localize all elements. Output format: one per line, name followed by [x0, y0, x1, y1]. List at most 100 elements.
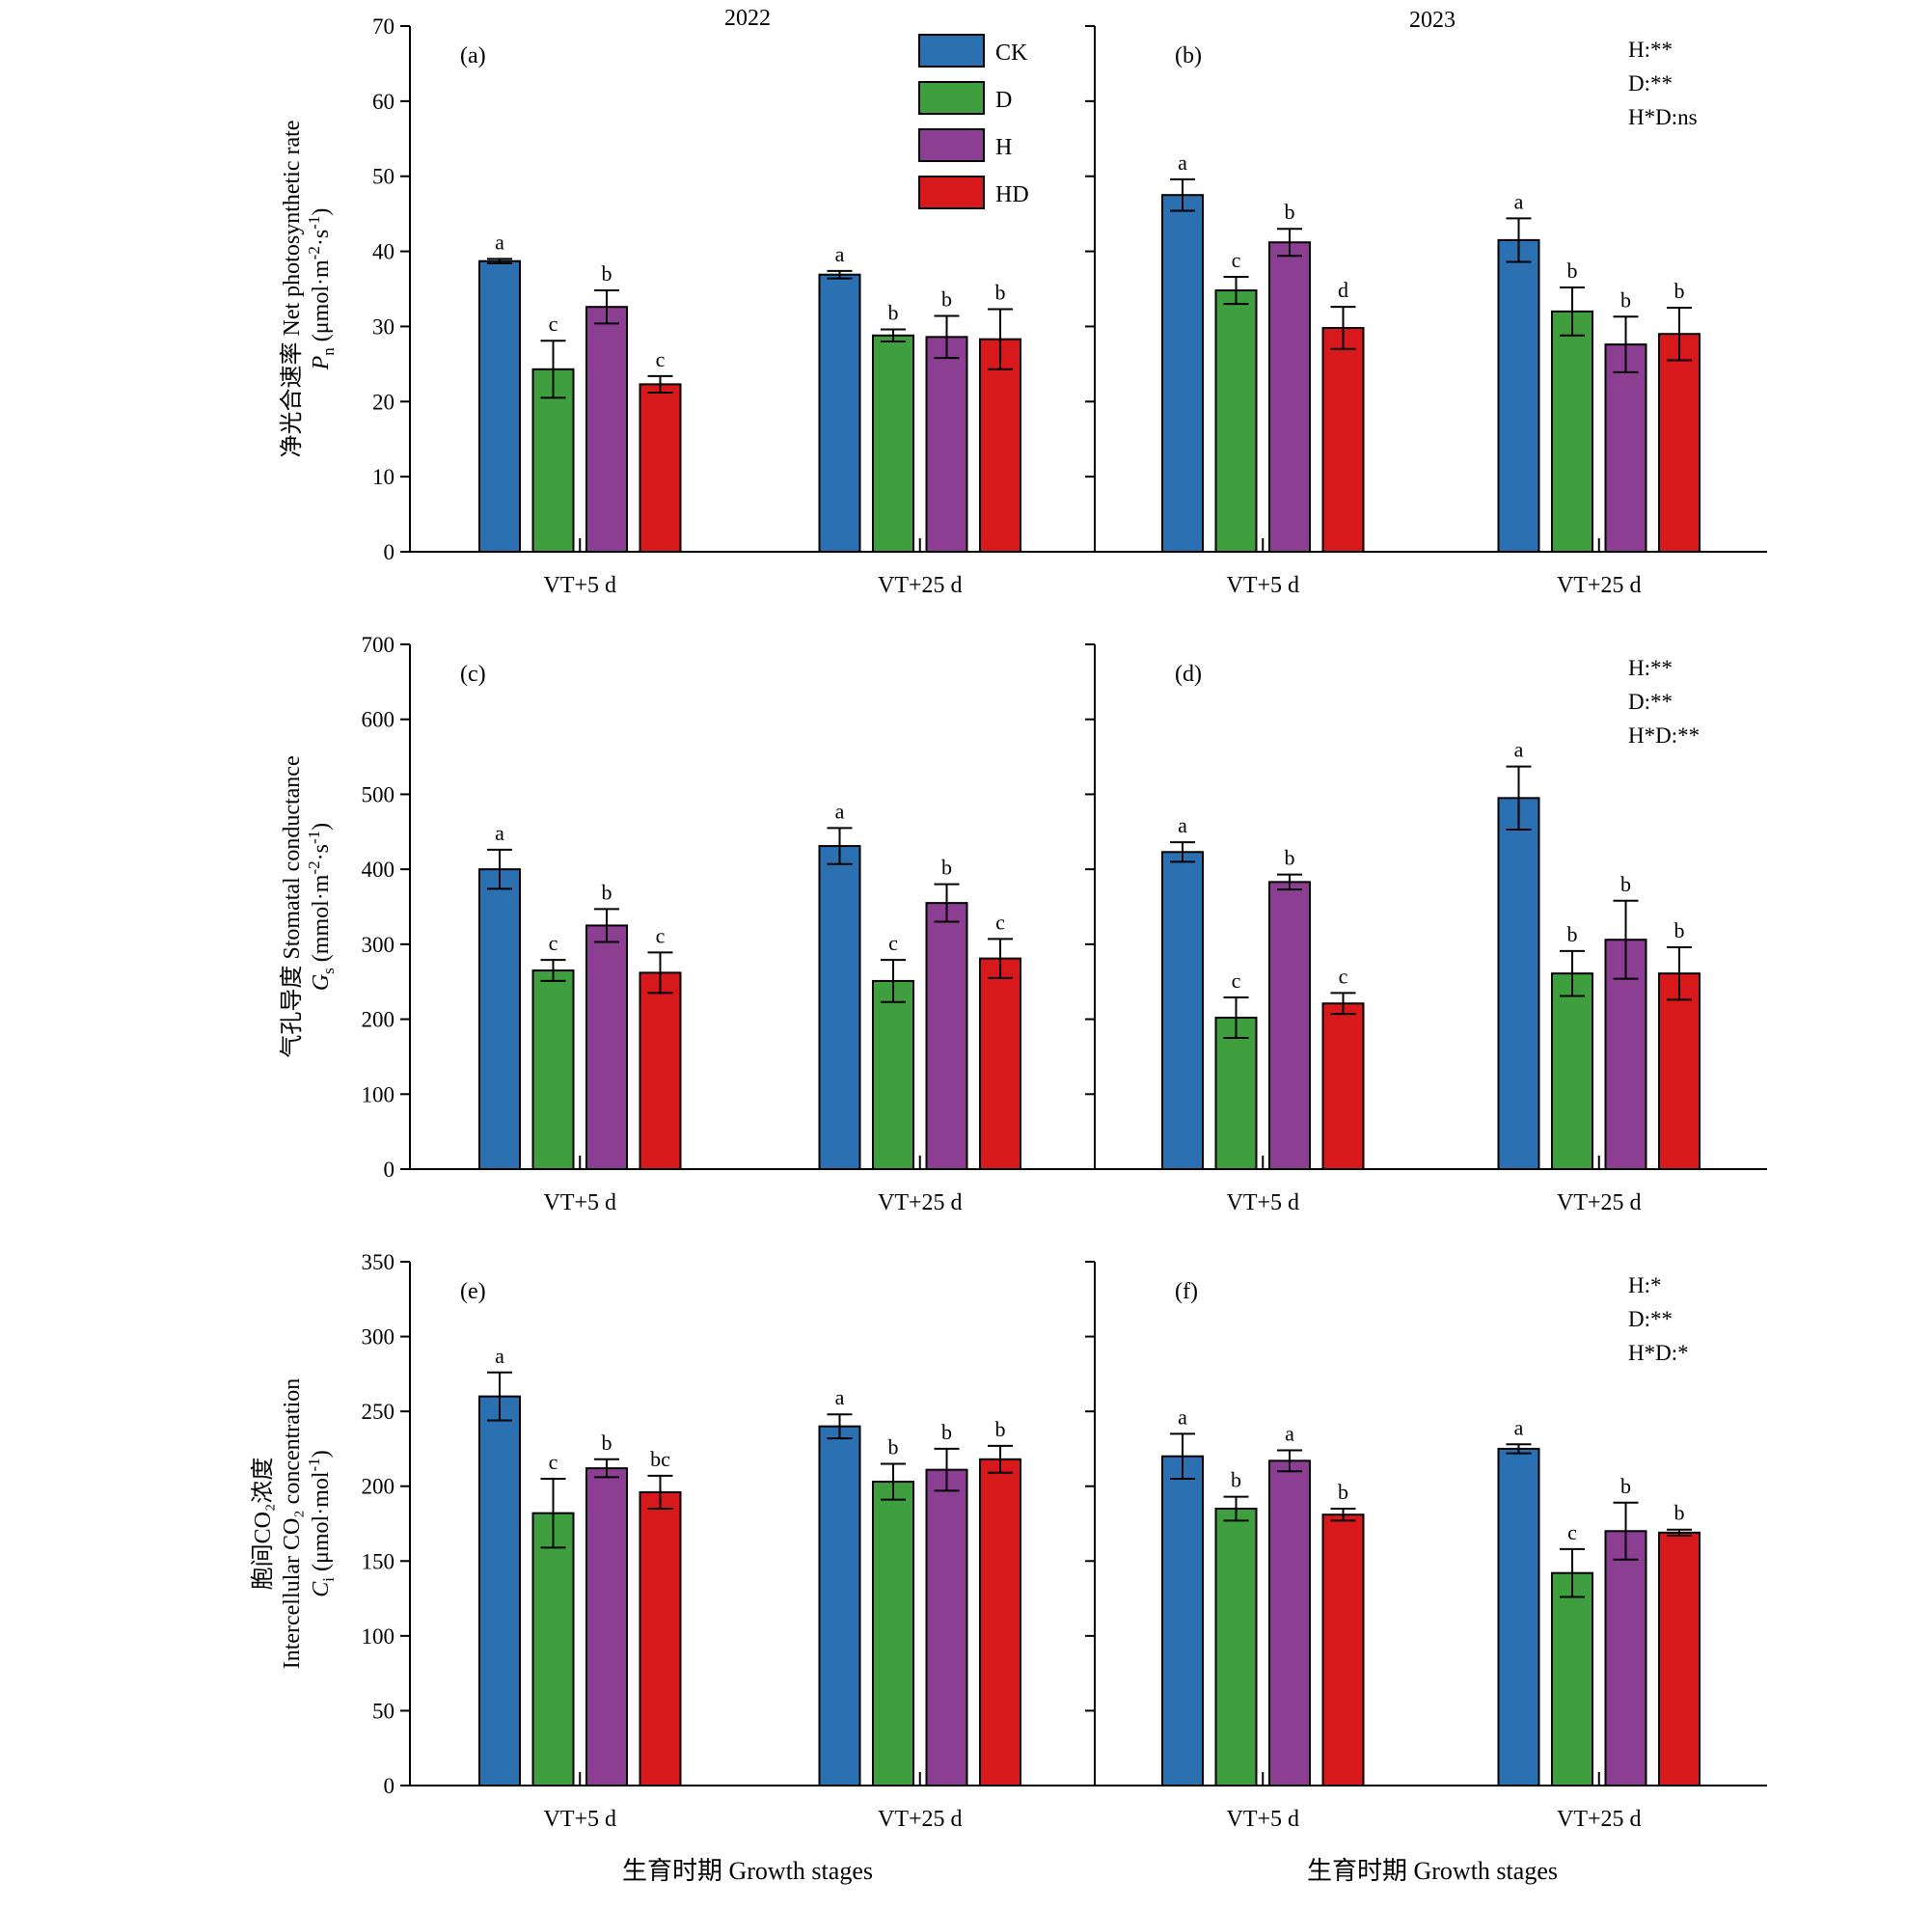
- significance-letter: b: [1567, 922, 1578, 946]
- bar-D: [1214, 289, 1258, 553]
- bar-HD: [1321, 1514, 1365, 1786]
- bar-HD: [639, 971, 682, 1170]
- significance-letter: b: [1285, 200, 1295, 224]
- bar-H: [925, 902, 968, 1170]
- legend: CK DH HD: [918, 34, 1029, 209]
- panel-label: (f): [1175, 1279, 1198, 1304]
- y-tick-label: 50: [372, 165, 395, 189]
- anova-stat: D:**: [1628, 1307, 1673, 1331]
- y-tick-label: 150: [362, 1549, 395, 1573]
- year-label-2022: 2022: [724, 6, 771, 31]
- bar-CK: [478, 1395, 521, 1786]
- significance-letter: a: [1178, 150, 1187, 175]
- bar-D: [872, 1481, 914, 1787]
- panel-b: (b) H:** D:** H*D:ns VT+5 d a c b d VT+25 d a b b b: [1085, 25, 1767, 598]
- significance-letter: a: [1285, 1421, 1294, 1445]
- y-axis-label-part: -2: [305, 860, 323, 874]
- y-axis-label-part: ): [309, 208, 334, 216]
- y-tick-label: 0: [384, 1158, 395, 1182]
- y-axis-label-part: ): [309, 823, 334, 831]
- significance-letter: a: [1178, 1404, 1187, 1429]
- y-tick-label: 300: [362, 1325, 395, 1350]
- y-axis-label-part: (mmol·m: [309, 874, 334, 968]
- category-label: VT+5 d: [1226, 1190, 1299, 1215]
- y-axis-label-part: (μmol·m: [309, 259, 334, 347]
- legend-swatch-H: [918, 128, 985, 162]
- legend-label-D: D: [995, 88, 1012, 113]
- anova-stat: H*D:**: [1628, 723, 1700, 748]
- significance-letter: c: [1232, 968, 1241, 993]
- significance-letter: b: [941, 287, 952, 312]
- bar-CK: [1497, 238, 1540, 553]
- significance-letter: b: [1674, 279, 1685, 303]
- y-tick-label: 0: [384, 540, 395, 564]
- significance-letter: b: [888, 1434, 899, 1459]
- significance-letter: b: [1567, 259, 1578, 283]
- anova-stat: H:**: [1628, 38, 1673, 62]
- y-tick-label: 600: [362, 708, 395, 732]
- y-axis-label-part: G: [309, 974, 334, 991]
- bar-H: [585, 924, 628, 1171]
- anova-stat: H*D:*: [1628, 1341, 1689, 1365]
- y-tick-label: 100: [362, 1082, 395, 1106]
- bar-D: [531, 368, 575, 553]
- significance-letter: b: [1620, 1474, 1631, 1498]
- significance-letter: d: [1338, 278, 1348, 302]
- bar-H: [1268, 241, 1311, 553]
- legend-label-H: H: [995, 135, 1012, 160]
- y-axis-label-line: 胞间CO₂浓度: [250, 1458, 276, 1591]
- significance-letter: c: [656, 347, 666, 371]
- bar-D: [1551, 310, 1593, 553]
- y-axis-label-part: -1: [305, 216, 323, 230]
- bar-D: [1214, 1017, 1258, 1170]
- significance-letter: b: [888, 301, 899, 325]
- bar-CK: [1161, 194, 1204, 554]
- significance-letter: b: [941, 1420, 952, 1444]
- anova-stat: D:**: [1628, 71, 1673, 95]
- bar-CK: [1161, 1455, 1204, 1786]
- y-tick-label: 350: [362, 1250, 395, 1274]
- panel-label: (a): [460, 43, 486, 68]
- y-axis-label: 净光合速率 Net photosynthetic rate Pn (μmol·m-…: [279, 121, 338, 458]
- significance-letter: c: [1567, 1520, 1577, 1544]
- anova-stat: H:**: [1628, 656, 1673, 680]
- anova-stat: D:**: [1628, 690, 1673, 714]
- significance-letter: b: [602, 1431, 612, 1455]
- year-label-2023: 2023: [1409, 8, 1456, 33]
- y-axis-label-part: s: [319, 968, 338, 974]
- bar-CK: [1497, 797, 1540, 1170]
- y-axis-label: 气孔导度 Stomatal conductance Gs (mmol·m-2·s-…: [279, 755, 338, 1057]
- significance-letter: b: [1338, 1480, 1348, 1504]
- y-axis-label-line: 净光合速率 Net photosynthetic rate: [279, 121, 305, 458]
- bar-H: [925, 1468, 968, 1786]
- y-axis-label-part: n: [319, 347, 338, 356]
- bar-CK: [818, 273, 861, 553]
- bar-H: [925, 336, 968, 554]
- category-label: VT+5 d: [1226, 1807, 1299, 1832]
- anova-stat: H*D:ns: [1628, 105, 1698, 129]
- bar-H: [1268, 1459, 1311, 1786]
- significance-letter: b: [1231, 1468, 1241, 1492]
- significance-letter: a: [1514, 1415, 1524, 1439]
- bar-CK: [478, 259, 521, 553]
- category-label: VT+25 d: [878, 573, 963, 598]
- y-tick-label: 200: [362, 1475, 395, 1499]
- legend-label-HD: HD: [995, 182, 1029, 207]
- significance-letter: a: [495, 821, 504, 845]
- bar-CK: [1161, 851, 1204, 1170]
- y-axis-label-line: 气孔导度 Stomatal conductance: [279, 755, 305, 1057]
- x-axis-title-right: 生育时期 Growth stages: [1307, 1857, 1558, 1885]
- bar-HD: [639, 383, 682, 553]
- significance-letter: a: [835, 242, 845, 266]
- significance-letter: a: [1514, 738, 1524, 762]
- significance-letter: bc: [650, 1447, 670, 1471]
- significance-letter: b: [1620, 287, 1631, 312]
- y-tick-label: 10: [372, 465, 395, 489]
- significance-letter: a: [1514, 189, 1524, 213]
- category-label: VT+25 d: [1557, 573, 1642, 598]
- category-label: VT+5 d: [543, 1190, 616, 1215]
- category-label: VT+5 d: [1226, 573, 1299, 598]
- bar-HD: [979, 957, 1021, 1170]
- significance-letter: b: [602, 261, 612, 286]
- significance-letter: c: [549, 1450, 558, 1474]
